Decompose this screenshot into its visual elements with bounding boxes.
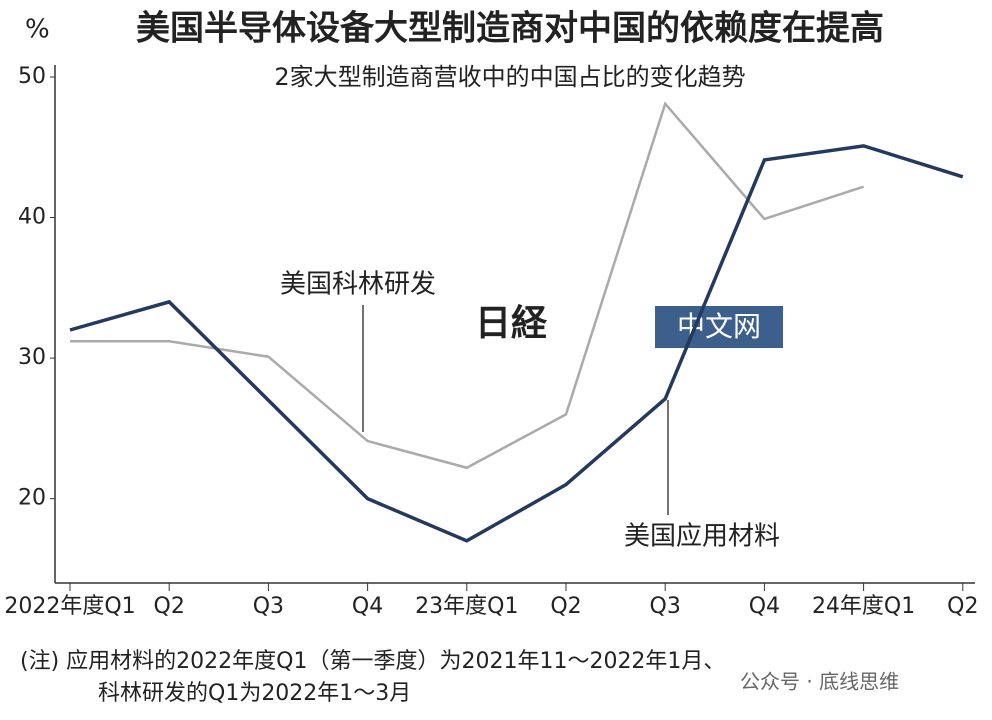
series-label: 美国科林研发	[280, 270, 436, 300]
x-tick-label: Q3	[253, 594, 284, 619]
y-tick-label: 40	[18, 205, 46, 230]
y-unit: %	[25, 15, 50, 45]
x-tick-label: 2022年度Q1	[4, 594, 135, 619]
chart-title: 美国半导体设备大型制造商对中国的依赖度在提高	[136, 9, 884, 49]
x-tick-label: 24年度Q1	[812, 594, 915, 619]
x-tick-label: 23年度Q1	[415, 594, 518, 619]
x-tick-label: Q4	[749, 594, 780, 619]
watermark-footer: 公众号 · 底线思维	[740, 670, 899, 694]
series-line	[70, 101, 864, 470]
x-tick-label: Q4	[352, 594, 383, 619]
series-line	[69, 144, 964, 543]
series-label: 美国应用材料	[624, 522, 780, 552]
chart-subtitle: 2家大型制造商营收中的中国占比的变化趋势	[274, 63, 745, 91]
y-tick-label: 50	[18, 64, 46, 89]
y-tick-label: 30	[18, 345, 46, 370]
x-tick-label: Q2	[154, 594, 185, 619]
y-tick-label: 20	[18, 486, 46, 511]
watermark-logo: 日経	[475, 302, 548, 344]
note: 科林研发的Q1为2022年1～3月	[98, 681, 411, 706]
x-tick-label: Q2	[947, 594, 978, 619]
note: (注) 应用材料的2022年度Q1（第一季度）为2021年11～2022年1月、	[20, 649, 725, 674]
x-tick-label: Q2	[550, 594, 581, 619]
watermark-box	[655, 306, 783, 348]
x-tick-label: Q3	[650, 594, 681, 619]
